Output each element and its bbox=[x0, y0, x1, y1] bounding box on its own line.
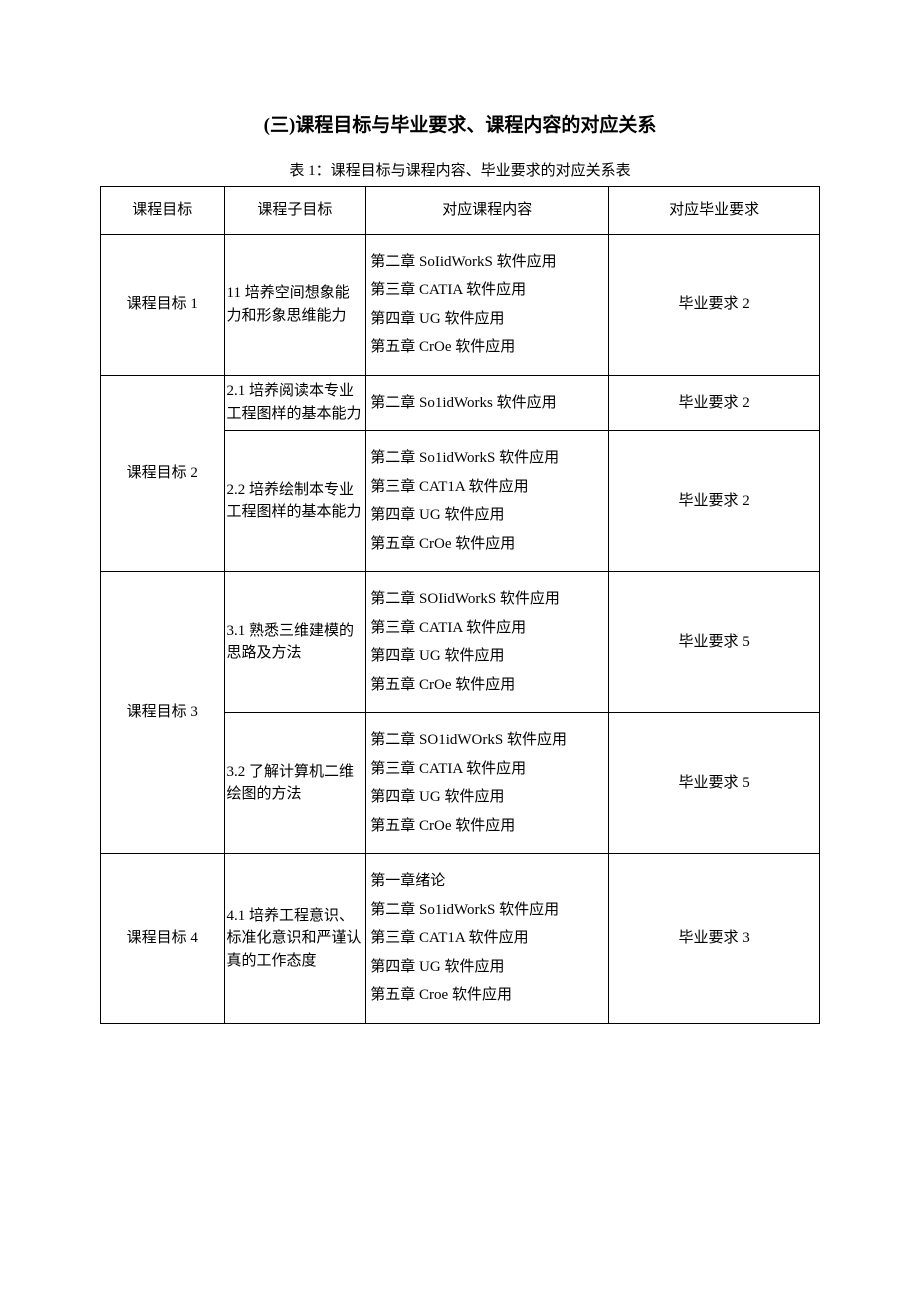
table-row: 课程目标 3 3.1 熟悉三维建模的思路及方法 第二章 SOIidWorkS 软… bbox=[101, 572, 820, 713]
content-line: 第四章 UG 软件应用 bbox=[370, 786, 604, 809]
cell-requirement: 毕业要求 5 bbox=[609, 713, 820, 854]
content-line: 第五章 CrOe 软件应用 bbox=[370, 533, 604, 556]
cell-requirement: 毕业要求 2 bbox=[609, 431, 820, 572]
content-line: 第二章 SoIidWorkS 软件应用 bbox=[370, 251, 604, 274]
cell-requirement: 毕业要求 3 bbox=[609, 854, 820, 1024]
cell-content: 第二章 So1idWorkS 软件应用 第三章 CAT1A 软件应用 第四章 U… bbox=[366, 431, 609, 572]
cell-subgoal: 11 培养空间想象能力和形象思维能力 bbox=[224, 234, 366, 375]
content-line: 第三章 CATIA 软件应用 bbox=[370, 758, 604, 781]
table-header-row: 课程目标 课程子目标 对应课程内容 对应毕业要求 bbox=[101, 187, 820, 235]
table-caption: 表 1：课程目标与课程内容、毕业要求的对应关系表 bbox=[100, 159, 820, 180]
content-line: 第四章 UG 软件应用 bbox=[370, 504, 604, 527]
content-line: 第三章 CAT1A 软件应用 bbox=[370, 927, 604, 950]
content-line: 第五章 CrOe 软件应用 bbox=[370, 674, 604, 697]
content-line: 第三章 CAT1A 软件应用 bbox=[370, 476, 604, 499]
col-header-subgoal: 课程子目标 bbox=[224, 187, 366, 235]
cell-subgoal: 2.2 培养绘制本专业工程图样的基本能力 bbox=[224, 431, 366, 572]
cell-subgoal: 2.1 培养阅读本专业工程图样的基本能力 bbox=[224, 375, 366, 431]
mapping-table: 课程目标 课程子目标 对应课程内容 对应毕业要求 课程目标 1 11 培养空间想… bbox=[100, 186, 820, 1024]
content-line: 第二章 So1idWorkS 软件应用 bbox=[370, 447, 604, 470]
content-line: 第五章 CrOe 软件应用 bbox=[370, 815, 604, 838]
cell-content: 第一章绪论 第二章 So1idWorkS 软件应用 第三章 CAT1A 软件应用… bbox=[366, 854, 609, 1024]
content-line: 第五章 CrOe 软件应用 bbox=[370, 336, 604, 359]
cell-goal: 课程目标 1 bbox=[101, 234, 225, 375]
cell-subgoal: 4.1 培养工程意识、标准化意识和严谨认真的工作态度 bbox=[224, 854, 366, 1024]
cell-content: 第二章 SoIidWorkS 软件应用 第三章 CATIA 软件应用 第四章 U… bbox=[366, 234, 609, 375]
table-body: 课程目标 1 11 培养空间想象能力和形象思维能力 第二章 SoIidWorkS… bbox=[101, 234, 820, 1023]
content-line: 第二章 SO1idWOrkS 软件应用 bbox=[370, 729, 604, 752]
cell-goal: 课程目标 3 bbox=[101, 572, 225, 854]
content-line: 第四章 UG 软件应用 bbox=[370, 956, 604, 979]
content-line: 第三章 CATIA 软件应用 bbox=[370, 617, 604, 640]
cell-subgoal: 3.2 了解计算机二维绘图的方法 bbox=[224, 713, 366, 854]
content-line: 第二章 SOIidWorkS 软件应用 bbox=[370, 588, 604, 611]
cell-goal: 课程目标 4 bbox=[101, 854, 225, 1024]
content-line: 第一章绪论 bbox=[370, 870, 604, 893]
cell-content: 第二章 SO1idWOrkS 软件应用 第三章 CATIA 软件应用 第四章 U… bbox=[366, 713, 609, 854]
col-header-requirement: 对应毕业要求 bbox=[609, 187, 820, 235]
content-line: 第五章 Croe 软件应用 bbox=[370, 984, 604, 1007]
cell-subgoal: 3.1 熟悉三维建模的思路及方法 bbox=[224, 572, 366, 713]
content-line: 第四章 UG 软件应用 bbox=[370, 308, 604, 331]
col-header-content: 对应课程内容 bbox=[366, 187, 609, 235]
content-line: 第二章 So1idWorks 软件应用 bbox=[370, 392, 604, 415]
table-row: 课程目标 1 11 培养空间想象能力和形象思维能力 第二章 SoIidWorkS… bbox=[101, 234, 820, 375]
cell-requirement: 毕业要求 5 bbox=[609, 572, 820, 713]
table-row: 课程目标 4 4.1 培养工程意识、标准化意识和严谨认真的工作态度 第一章绪论 … bbox=[101, 854, 820, 1024]
cell-requirement: 毕业要求 2 bbox=[609, 234, 820, 375]
section-heading: (三)课程目标与毕业要求、课程内容的对应关系 bbox=[100, 110, 820, 137]
cell-requirement: 毕业要求 2 bbox=[609, 375, 820, 431]
table-row: 课程目标 2 2.1 培养阅读本专业工程图样的基本能力 第二章 So1idWor… bbox=[101, 375, 820, 431]
content-line: 第二章 So1idWorkS 软件应用 bbox=[370, 899, 604, 922]
cell-content: 第二章 SOIidWorkS 软件应用 第三章 CATIA 软件应用 第四章 U… bbox=[366, 572, 609, 713]
col-header-goal: 课程目标 bbox=[101, 187, 225, 235]
cell-content: 第二章 So1idWorks 软件应用 bbox=[366, 375, 609, 431]
content-line: 第三章 CATIA 软件应用 bbox=[370, 279, 604, 302]
cell-goal: 课程目标 2 bbox=[101, 375, 225, 572]
content-line: 第四章 UG 软件应用 bbox=[370, 645, 604, 668]
document-page: (三)课程目标与毕业要求、课程内容的对应关系 表 1：课程目标与课程内容、毕业要… bbox=[0, 0, 920, 1144]
